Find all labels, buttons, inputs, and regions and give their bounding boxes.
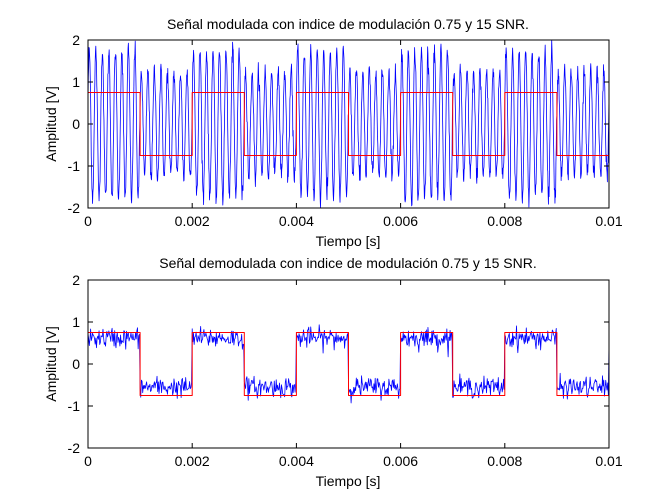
modulated-x-axis-label: Tiempo [s]	[316, 233, 381, 249]
modulated-x-tick-label: 0.01	[595, 213, 622, 229]
modulated-y-axis-label: Amplitud [V]	[43, 86, 59, 161]
modulated-y-tick-label: 1	[72, 74, 80, 90]
modulated-axes-border	[87, 39, 610, 209]
demodulated-y-axis-label: Amplitud [V]	[43, 326, 59, 401]
modulated-y-tick-label: -2	[68, 200, 81, 216]
modulated-plot-area	[87, 39, 610, 209]
modulated-chart-title: Señal modulada con indice de modulación …	[167, 16, 529, 32]
demodulated-x-tick-label: 0.008	[487, 453, 522, 469]
demodulated-x-axis-label: Tiempo [s]	[316, 473, 381, 489]
demodulated-x-tick-label: 0.006	[383, 453, 418, 469]
demodulated-y-tick-label: -2	[68, 440, 81, 456]
demodulated-y-tick-label: 2	[72, 272, 80, 288]
demodulated-y-tick-label: -1	[68, 398, 81, 414]
demodulated-plot-area	[87, 279, 610, 449]
modulated-x-tick-label: 0.006	[383, 213, 418, 229]
modulated-x-tick-label: 0	[84, 213, 92, 229]
demodulated-signal-axes: Señal demodulada con indice de modulació…	[43, 255, 623, 489]
demodulated-chart-title: Señal demodulada con indice de modulació…	[159, 255, 536, 271]
demodulated-y-tick-label: 0	[72, 356, 80, 372]
demodulated-x-tick-label: 0	[84, 453, 92, 469]
modulated-signal-axes: Señal modulada con indice de modulación …	[43, 16, 623, 249]
modulated-x-tick-label: 0.002	[175, 213, 210, 229]
demodulated-y-tick-label: 1	[72, 314, 80, 330]
modulated-y-tick-label: 0	[72, 116, 80, 132]
modulated-y-tick-label: -1	[68, 158, 81, 174]
demodulated-reference-square-line	[88, 332, 609, 396]
modulated-reference-square-line	[88, 92, 609, 156]
modulated-y-tick-label: 2	[72, 32, 80, 48]
demodulated-series-layer	[88, 324, 609, 404]
modulated-x-tick-label: 0.004	[279, 213, 314, 229]
modulated-series-layer	[88, 40, 609, 208]
modulated-x-tick-label: 0.008	[487, 213, 522, 229]
demodulated-x-tick-label: 0.002	[175, 453, 210, 469]
demodulated-x-tick-label: 0.004	[279, 453, 314, 469]
demodulated-axes-border	[87, 279, 610, 449]
demodulated-x-tick-label: 0.01	[595, 453, 622, 469]
